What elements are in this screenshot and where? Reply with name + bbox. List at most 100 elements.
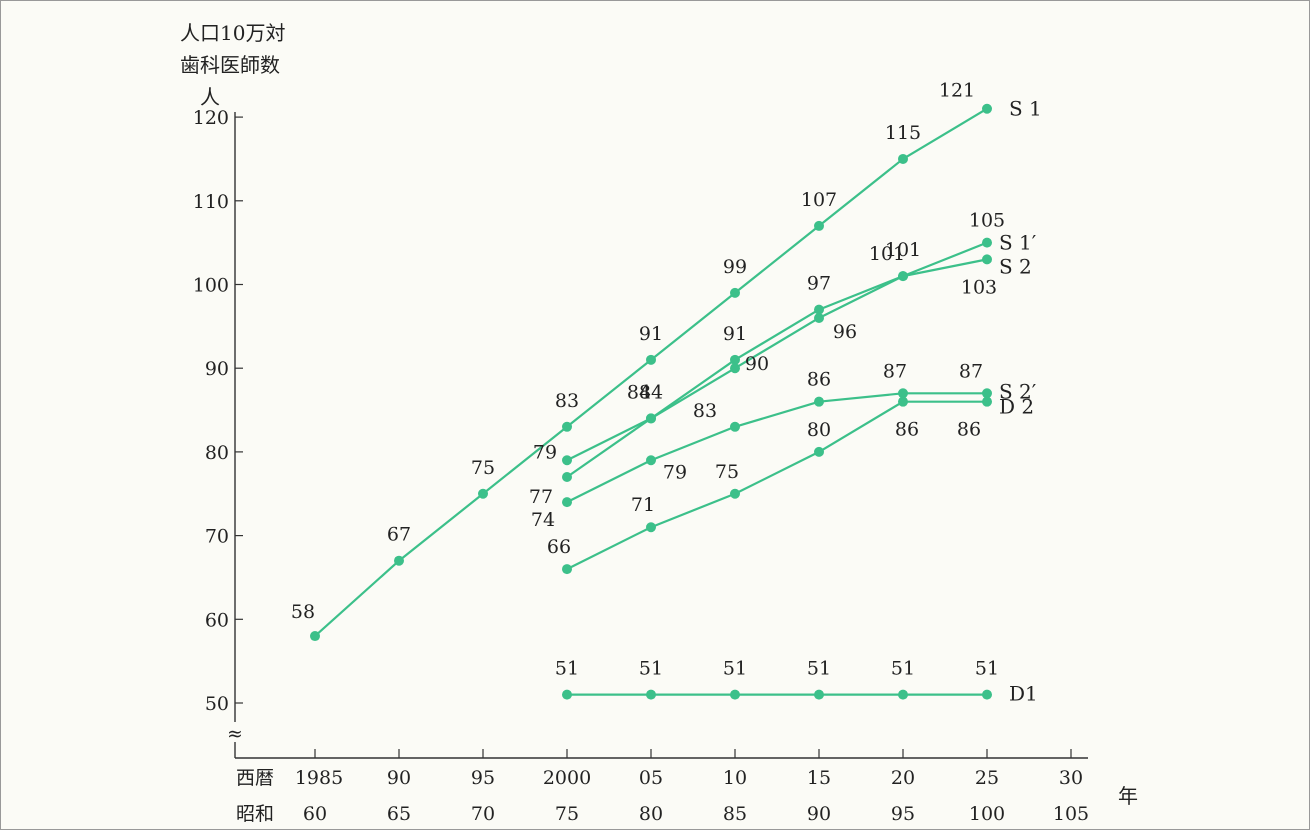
data-label: 67 [387,524,411,546]
x-tick-label: 30 [1059,767,1083,789]
data-point [898,388,908,399]
data-label: 86 [957,419,981,441]
data-label: 101 [885,239,921,261]
x-tick-label: 20 [891,767,915,789]
data-point [562,472,572,483]
series-label: S 2 [999,254,1032,278]
y-tick-label: 120 [193,107,229,129]
series-line-3 [566,392,987,504]
y-tick-label: 50 [205,693,229,715]
x-tick-label: 10 [723,767,747,789]
data-point [310,631,320,642]
data-point [562,421,572,432]
data-point [730,354,740,365]
x-tick-label: 75 [555,803,579,825]
x-tick-label: 15 [807,767,831,789]
data-point [814,220,824,231]
data-point [898,271,908,282]
axis-break-mark: ≈ [227,723,243,745]
data-point [730,363,740,374]
x-tick-label: 90 [387,767,411,789]
data-point [562,497,572,508]
data-label: 87 [959,360,983,382]
data-label: 103 [961,276,997,298]
x-tick-label: 2000 [543,767,591,789]
data-label: 91 [639,323,663,345]
data-label: 83 [693,400,717,422]
data-label: 101 [869,243,905,265]
data-label: 83 [555,390,579,412]
x-tick-label: 80 [639,803,663,825]
data-label: 97 [807,273,831,295]
x-tick-label: 1985 [295,767,343,789]
y-tick-label: 100 [193,275,229,297]
data-point [814,304,824,315]
series-line-4 [566,400,987,571]
data-point [814,312,824,323]
data-label: 66 [547,536,571,558]
data-label: 86 [807,369,831,391]
data-label: 75 [471,457,495,479]
data-point [982,237,992,248]
data-label: 77 [529,486,553,508]
series-line-1 [566,241,988,478]
x-tick-label: 90 [807,803,831,825]
data-point [478,488,488,499]
data-label: 96 [833,321,857,343]
data-point [898,396,908,407]
data-label: 71 [631,494,655,516]
y-axis-title-line-2: 歯科医師数 [180,53,280,77]
x-tick-label: 95 [471,767,495,789]
data-point [730,421,740,432]
data-label: 51 [555,658,579,680]
x-tick-label: 60 [303,803,327,825]
x-tick-label: 85 [723,803,747,825]
y-axis-title: 人口10万対 歯科医師数 人 [180,21,285,109]
series-lines [314,107,988,696]
y-tick-label: 80 [205,442,229,464]
data-label: 84 [627,381,651,403]
x-row-label: 西暦 [236,767,274,789]
series-label: S 1′ [999,231,1037,255]
series-label: S 2′ [999,379,1037,403]
y-tick-label: 110 [193,191,229,213]
data-label: 79 [663,461,687,483]
data-point [730,689,740,700]
data-label: 58 [291,601,315,623]
series-label: D1 [1009,682,1038,706]
data-label: 75 [715,461,739,483]
data-label: 84 [639,381,663,403]
data-point [982,689,992,700]
data-point [562,564,572,575]
data-point [646,522,656,533]
data-label: 79 [533,441,557,463]
x-axis-unit: 年 [1118,784,1138,808]
data-point [982,388,992,399]
x-tick-label: 105 [1053,803,1089,825]
data-point [562,689,572,700]
data-point [814,446,824,457]
data-point [394,555,404,566]
y-tick-label: 90 [205,358,229,380]
data-point [982,396,992,407]
data-point [982,254,992,265]
data-label: 87 [883,360,907,382]
data-label: 99 [723,256,747,278]
data-label: 51 [807,658,831,680]
data-label: 91 [723,323,747,345]
x-tick-label: 05 [639,767,663,789]
data-label: 115 [885,122,921,144]
data-point [982,103,992,114]
data-label: 86 [895,419,919,441]
series-label: D 2 [999,395,1034,419]
data-label: 105 [969,210,1005,232]
data-label: 51 [723,658,747,680]
x-tick-label: 25 [975,767,999,789]
data-label: 121 [939,80,975,102]
data-point [646,413,656,424]
x-row-label: 昭和 [236,803,274,825]
series-points [310,103,992,700]
data-point [898,153,908,164]
